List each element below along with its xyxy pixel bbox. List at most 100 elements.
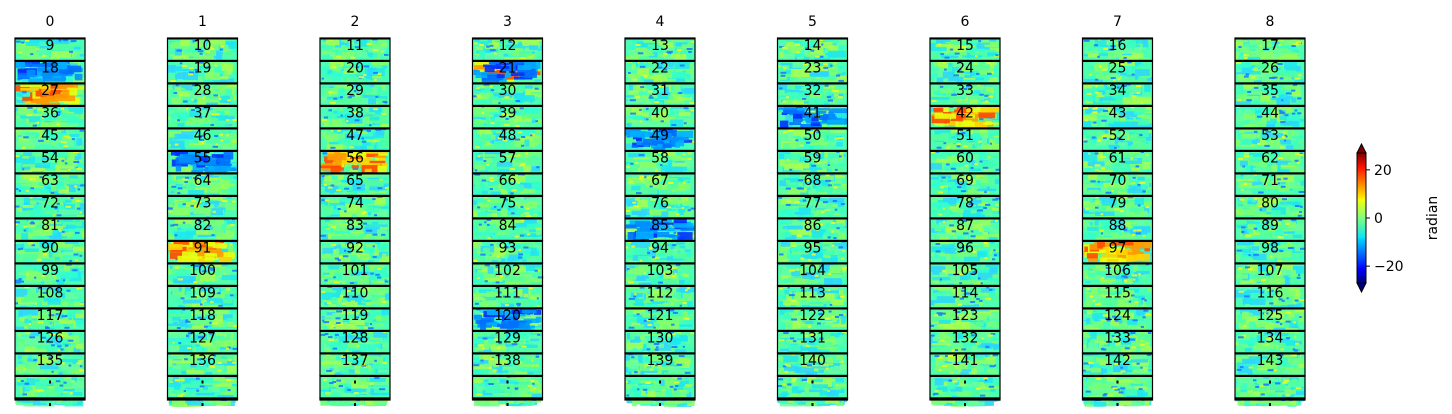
tile: 61	[1081, 149, 1154, 174]
tile-label: 43	[1109, 106, 1127, 122]
tile-label: 97	[1109, 241, 1127, 257]
tile: 143	[1234, 352, 1306, 377]
tile-label: 84	[499, 218, 517, 234]
tile-label: 72	[41, 196, 59, 212]
tile: 94	[624, 239, 696, 264]
tile-label: 37	[194, 106, 212, 122]
tile: 26	[1234, 59, 1306, 84]
tile: 62	[1234, 149, 1306, 174]
tile: 97	[1081, 239, 1154, 264]
tile: 21	[471, 59, 544, 84]
tile-label: 27	[41, 83, 59, 99]
tile-label: 123	[952, 308, 979, 324]
tile-label: 50	[804, 128, 822, 144]
tile: 40	[624, 104, 696, 129]
tile-marker	[201, 403, 204, 406]
tile: 24	[929, 59, 1001, 84]
column-3: 3 12 21 30 39 48 57 66 75 84 93 102 111 120 129 138	[471, 14, 544, 407]
tile-label: 57	[499, 151, 517, 167]
tile-label: 80	[1261, 196, 1279, 212]
tile	[319, 397, 391, 407]
tile: 77	[776, 194, 849, 219]
tile: 64	[166, 172, 239, 197]
tile-label: 71	[1261, 173, 1279, 189]
tile: 89	[1234, 217, 1306, 242]
tile: 48	[471, 127, 544, 152]
tile-label: 9	[46, 38, 55, 54]
tile: 115	[1081, 284, 1154, 309]
tile-label: 18	[41, 61, 59, 77]
tile-label: 40	[651, 106, 669, 122]
tile-label: 79	[1109, 196, 1127, 212]
tile-label: 95	[804, 241, 822, 257]
column-title: 3	[503, 14, 512, 30]
tile-marker	[811, 380, 814, 384]
tile-label: 114	[952, 286, 979, 302]
tile	[1081, 397, 1154, 407]
tile: 41	[776, 104, 849, 129]
tile-label: 100	[189, 263, 216, 279]
tile: 12	[471, 37, 544, 62]
tile-label: 31	[651, 83, 669, 99]
tile: 73	[166, 194, 239, 219]
tile: 121	[624, 307, 696, 332]
tile	[319, 374, 391, 399]
tile: 117	[14, 307, 86, 332]
tile-label: 33	[956, 83, 974, 99]
tile: 111	[471, 284, 544, 309]
tile-label: 47	[346, 128, 364, 144]
tile: 78	[929, 194, 1001, 219]
tile-label: 110	[342, 286, 369, 302]
tile: 34	[1081, 82, 1154, 107]
tile-marker	[354, 403, 356, 406]
tile: 88	[1081, 217, 1154, 242]
tile-label: 143	[1257, 353, 1284, 369]
tile: 67	[624, 172, 696, 197]
tile: 83	[319, 217, 391, 242]
tile-label: 119	[342, 308, 369, 324]
tile-label: 54	[41, 151, 59, 167]
tile-label: 99	[41, 263, 59, 279]
tile: 47	[319, 127, 391, 152]
tile-label: 86	[804, 218, 822, 234]
tile-label: 118	[189, 308, 216, 324]
tile-label: 92	[346, 241, 364, 257]
tile	[624, 397, 696, 407]
tile	[776, 374, 849, 399]
tile-label: 103	[647, 263, 674, 279]
tile-label: 45	[41, 128, 59, 144]
tile-label: 96	[956, 241, 974, 257]
tile: 137	[319, 352, 391, 377]
tile-label: 94	[651, 241, 669, 257]
tile: 122	[776, 307, 849, 332]
column-5: 5 14 23 32 41 50 59 68 77 86 95 104 113 122 131 140	[776, 14, 849, 407]
tile-label: 58	[651, 151, 669, 167]
tile-label: 69	[956, 173, 974, 189]
tile-label: 70	[1109, 173, 1127, 189]
tile: 129	[471, 329, 544, 354]
tile: 113	[776, 284, 849, 309]
column-6: 6 15 24 33 42 51 60 69 78 87 96 105 114 123 132 141	[929, 14, 1001, 407]
tile-label: 115	[1104, 286, 1131, 302]
tile: 134	[1234, 329, 1306, 354]
tile: 10	[166, 37, 239, 62]
tile: 70	[1081, 172, 1154, 197]
tile	[14, 397, 86, 407]
tile-label: 17	[1261, 38, 1279, 54]
tile: 44	[1234, 104, 1306, 129]
tile-label: 89	[1261, 218, 1279, 234]
tile-marker	[506, 403, 509, 406]
tile-label: 10	[194, 38, 212, 54]
colorbar: 20 0 −20 radian	[1356, 142, 1441, 294]
tile: 19	[166, 59, 239, 84]
tile	[1234, 397, 1306, 407]
tile-label: 29	[346, 83, 364, 99]
tile-marker	[1269, 380, 1271, 384]
tile: 130	[624, 329, 696, 354]
tile-label: 30	[499, 83, 517, 99]
tile-label: 36	[41, 106, 59, 122]
tile: 60	[929, 149, 1001, 174]
tile-label: 120	[494, 308, 521, 324]
tile-label: 124	[1104, 308, 1131, 324]
tile: 106	[1081, 262, 1154, 287]
